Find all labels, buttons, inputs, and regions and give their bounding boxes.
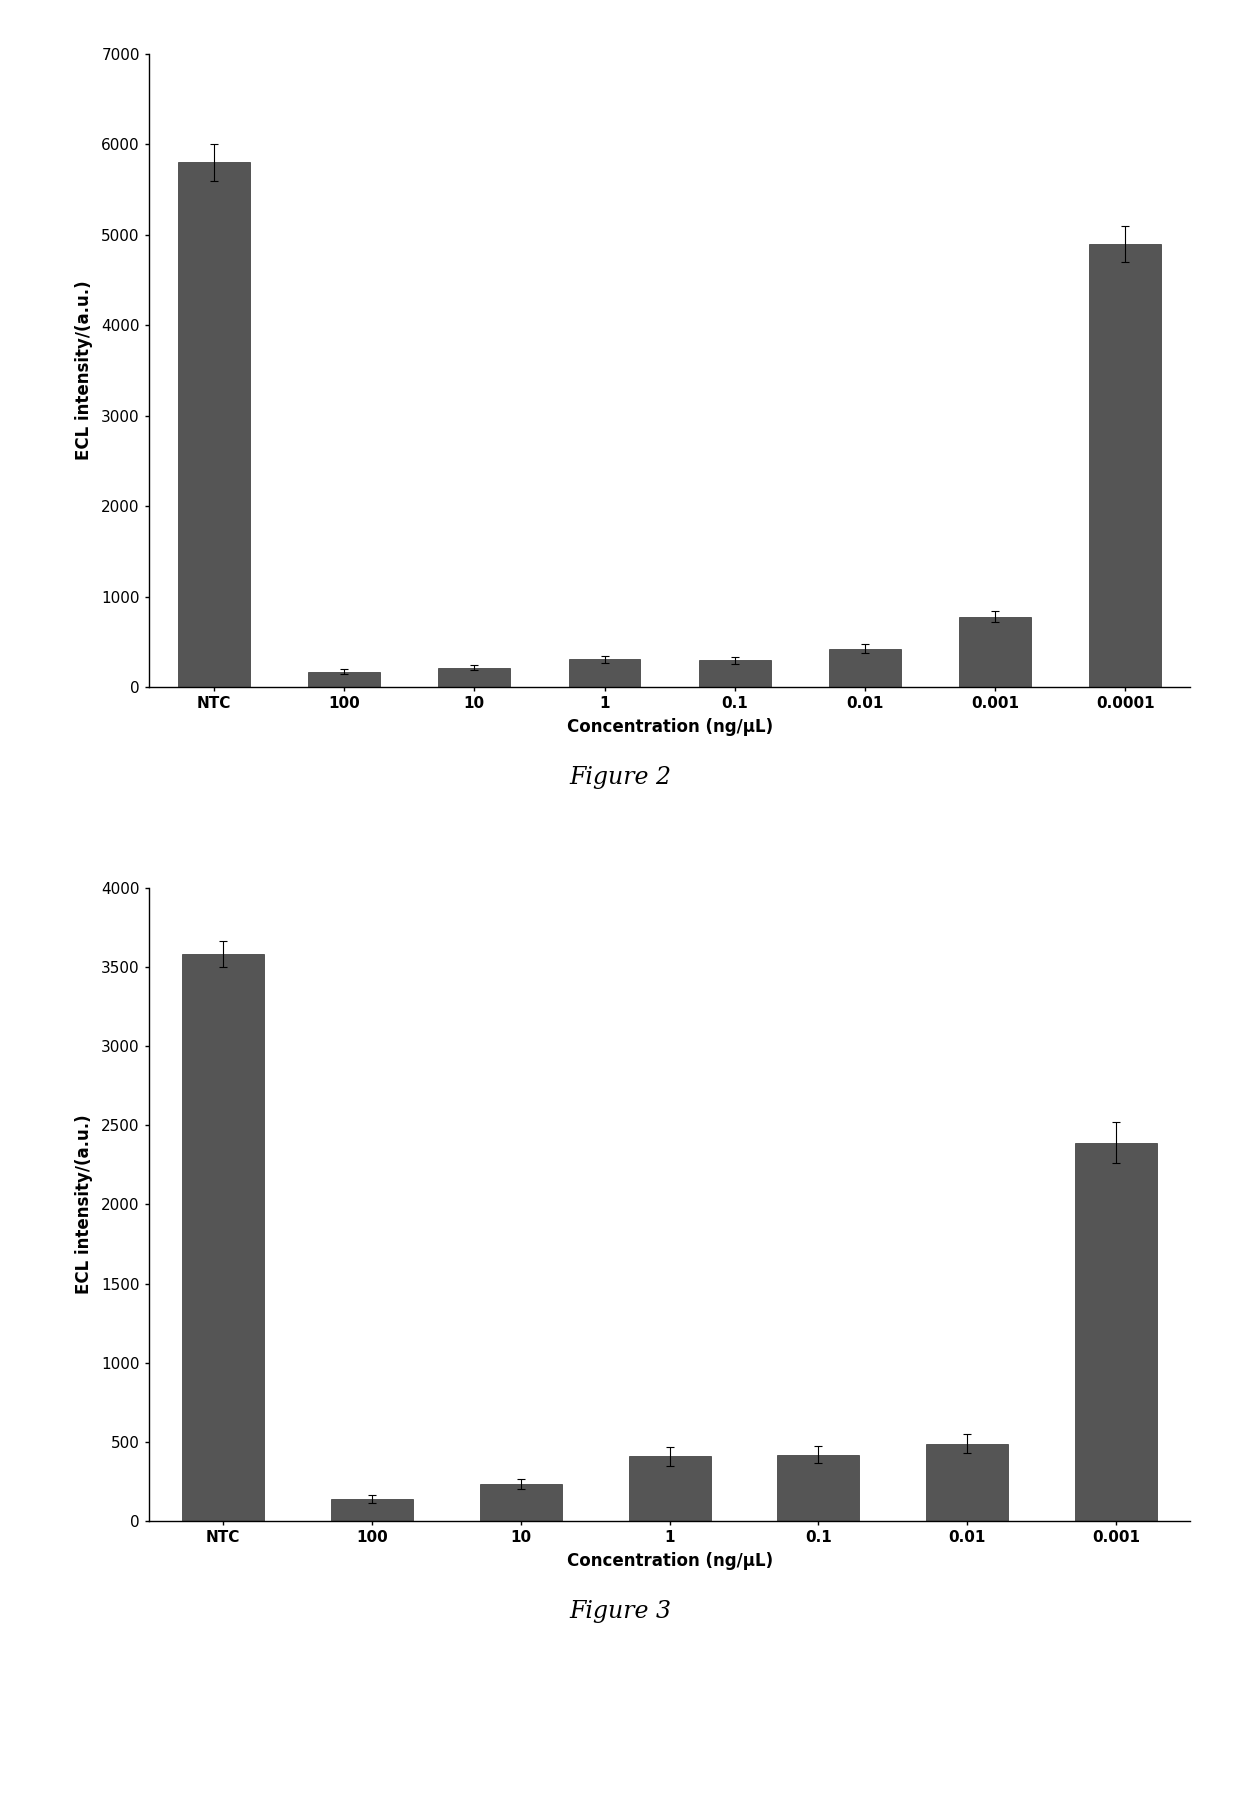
Bar (629, 1456, 711, 1520)
Bar (439, 667, 510, 687)
Bar (1090, 244, 1161, 687)
Bar (569, 660, 640, 687)
Y-axis label: ECL intensity/(a.u.): ECL intensity/(a.u.) (74, 1115, 93, 1295)
Bar (777, 1454, 859, 1520)
Bar (179, 163, 249, 687)
X-axis label: Concentration (ng/μL): Concentration (ng/μL) (567, 1553, 773, 1571)
Y-axis label: ECL intensity/(a.u.): ECL intensity/(a.u.) (74, 282, 93, 461)
Bar (926, 1443, 1008, 1520)
Bar (331, 1499, 413, 1520)
Bar (699, 660, 770, 687)
Text: Figure 3: Figure 3 (569, 1599, 671, 1623)
Bar (960, 617, 1030, 687)
X-axis label: Concentration (ng/μL): Concentration (ng/μL) (567, 719, 773, 737)
Bar (1075, 1142, 1157, 1520)
Bar (182, 954, 264, 1520)
Bar (309, 672, 379, 687)
Bar (480, 1485, 562, 1520)
Text: Figure 2: Figure 2 (569, 766, 671, 789)
Bar (830, 649, 900, 687)
